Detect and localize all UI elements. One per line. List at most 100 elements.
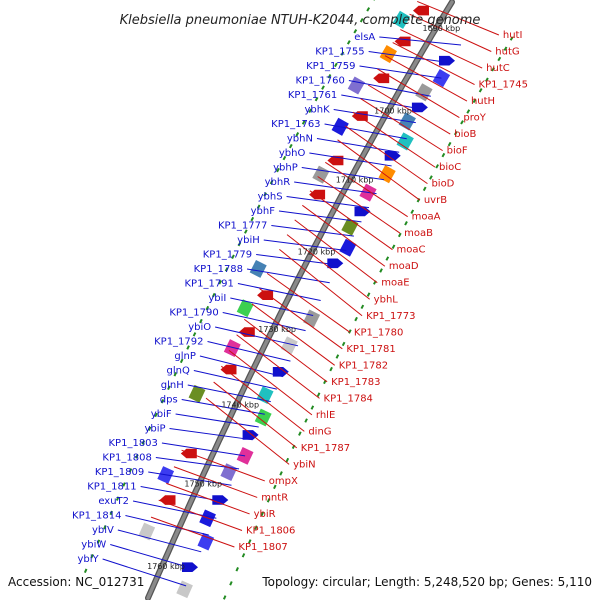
tick-mark-left [484, 77, 489, 82]
forward-leader-line [117, 529, 202, 553]
forward-leader-line [102, 558, 187, 587]
forward-gene-label: KP1_1811 [87, 482, 136, 493]
kbp-label: 1690 kbp [422, 24, 460, 33]
tick-mark-right [250, 216, 255, 222]
reverse-gene-label: KP1_1787 [301, 443, 350, 454]
reverse-gene-arrow [413, 5, 429, 16]
reverse-gene-block [223, 339, 241, 358]
tick-mark-right [205, 305, 210, 311]
forward-gene-label: ybhS [258, 192, 283, 203]
reverse-leader-line [417, 0, 500, 36]
tick-mark-left [509, 36, 514, 41]
forward-leader-line [271, 225, 354, 237]
tick-mark-left [472, 98, 477, 104]
reverse-leader-line [213, 381, 298, 449]
reverse-leader-line [309, 190, 393, 251]
kbp-label: 1720 kbp [298, 247, 336, 256]
reverse-leader-line [360, 98, 443, 152]
tick-mark-right [103, 525, 107, 530]
tick-mark-left [453, 130, 458, 136]
tick-mark-right [135, 454, 139, 459]
tick-mark-left [304, 418, 308, 423]
forward-gene-label: glnH [161, 380, 184, 391]
reverse-leader-line [228, 350, 313, 416]
forward-gene-label: dps [160, 395, 178, 406]
reverse-gene-label: moaC [396, 245, 425, 256]
reverse-leader-line [279, 249, 363, 317]
forward-leader-line [246, 268, 330, 284]
forward-gene-arrow [411, 102, 428, 113]
reverse-gene-label: hutH [471, 96, 495, 107]
forward-leader-line [237, 283, 321, 302]
forward-leader-line [161, 442, 246, 457]
forward-gene-label: elsA [354, 32, 375, 43]
reverse-leader-line [294, 219, 378, 284]
reverse-gene-arrow [159, 495, 176, 505]
tick-mark-left [503, 46, 508, 51]
reverse-gene-label: ybiR [254, 509, 276, 520]
forward-gene-label: KP1_1755 [315, 47, 364, 58]
tick-mark-left [310, 405, 315, 410]
tick-mark-right [115, 496, 120, 501]
reverse-gene-label: KP1_1745 [479, 80, 528, 91]
forward-gene-block [176, 580, 193, 599]
tick-mark-right [340, 51, 345, 56]
forward-gene-label: ybiI [208, 293, 226, 304]
tick-mark-left [341, 341, 346, 347]
tick-mark-left [379, 268, 383, 273]
forward-gene-label: KP1_1808 [102, 453, 151, 464]
reverse-gene-arrow [373, 73, 390, 84]
tick-mark-left [366, 292, 371, 297]
reverse-gene-block [188, 384, 206, 403]
forward-leader-line [368, 51, 451, 64]
reverse-leader-line [181, 449, 265, 482]
tick-mark-right [90, 553, 94, 559]
tick-mark-right [327, 73, 332, 79]
forward-leader-line [348, 80, 431, 97]
reverse-gene-block [236, 299, 254, 318]
forward-gene-label: KP1_1809 [95, 467, 144, 478]
tick-mark-right [256, 204, 261, 209]
reverse-gene-label: KP1_1782 [339, 360, 388, 371]
reverse-gene-label: hutG [495, 47, 519, 58]
tick-mark-left [460, 120, 464, 125]
reverse-gene-label: moaA [412, 212, 441, 223]
forward-leader-line [132, 500, 217, 519]
reverse-leader-line [236, 334, 320, 399]
reverse-gene-block [312, 165, 330, 184]
tick-mark-left [429, 175, 433, 180]
forward-gene-block [396, 132, 414, 151]
forward-leader-line [379, 36, 462, 46]
gene-label-layer: 1690 kbp 1700 kbp 1710 kbp 1720 kbp 1730 kbp… [72, 24, 528, 571]
forward-gene-arrow [439, 55, 455, 66]
forward-gene-block [254, 408, 272, 427]
reverse-gene-arrow [238, 327, 255, 337]
tick-mark-left [404, 221, 408, 226]
reverse-leader-line [352, 111, 436, 168]
tick-mark-right [282, 155, 287, 161]
tick-mark-left [422, 186, 427, 192]
forward-gene-label: KP1_1759 [306, 61, 355, 72]
tick-mark-left [385, 256, 390, 261]
tick-mark-left [497, 56, 502, 62]
tick-mark-right [128, 468, 133, 473]
tick-mark-right [192, 332, 197, 337]
reverse-gene-label: ompX [269, 476, 298, 487]
forward-gene-label: ybhK [305, 105, 331, 116]
tick-mark-right [353, 29, 358, 34]
forward-gene-block [256, 386, 274, 405]
forward-gene-label: KP1_1792 [154, 337, 203, 348]
reverse-gene-label: proY [463, 113, 486, 124]
tick-mark-right [141, 440, 146, 445]
tick-mark-right [186, 345, 190, 350]
forward-gene-label: ybiH [237, 235, 260, 246]
kbp-label: 1740 kbp [221, 401, 259, 410]
reverse-gene-label: moaD [389, 261, 419, 272]
reverse-gene-label: rhlE [316, 410, 335, 421]
tick-mark-right [160, 399, 165, 404]
reverse-gene-block [347, 76, 366, 95]
reverse-leader-line [243, 318, 328, 383]
reverse-gene-label: hutI [503, 30, 523, 41]
forward-leader-line [155, 457, 240, 470]
reverse-gene-arrow [220, 364, 237, 375]
